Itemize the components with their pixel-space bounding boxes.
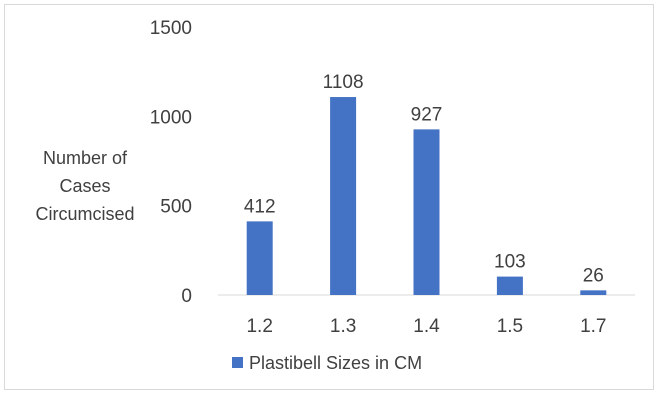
x-tick-label-1.2: 1.2 <box>246 316 272 337</box>
legend-label: Plastibell Sizes in CM <box>249 353 422 373</box>
bar-1.2 <box>246 221 273 295</box>
bar-1.7 <box>580 290 607 295</box>
data-label-1.5: 103 <box>494 252 526 273</box>
bar-1.4 <box>413 129 440 295</box>
x-tick-label-1.5: 1.5 <box>497 316 523 337</box>
legend: Plastibell Sizes in CM <box>232 353 422 373</box>
y-axis-ticks: 0 500 1000 1500 <box>150 18 192 307</box>
x-axis-ticks: 1.2 1.3 1.4 1.5 1.7 <box>246 316 606 337</box>
bar-1.5 <box>496 276 523 295</box>
bar-1.3 <box>330 97 357 296</box>
y-tick-label: 1500 <box>150 18 192 39</box>
data-label-1.2: 412 <box>244 196 276 217</box>
data-label-1.7: 26 <box>583 265 604 286</box>
y-axis-label-line-1: Number of <box>43 148 128 168</box>
data-label-1.4: 927 <box>411 104 443 125</box>
y-tick-label: 0 <box>181 286 192 307</box>
y-axis-label-line-2: Cases <box>59 176 110 196</box>
x-tick-label-1.3: 1.3 <box>330 316 356 337</box>
x-tick-label-1.4: 1.4 <box>413 316 440 337</box>
bars <box>246 97 607 296</box>
x-tick-label-1.7: 1.7 <box>580 316 606 337</box>
data-label-1.3: 1108 <box>323 72 364 93</box>
y-axis-label-line-3: Circumcised <box>35 204 134 224</box>
data-labels: 412 1108 927 103 26 <box>244 72 604 286</box>
y-tick-label: 1000 <box>150 107 192 128</box>
y-tick-label: 500 <box>160 197 192 218</box>
y-axis-label: Number of Cases Circumcised <box>35 148 134 224</box>
legend-swatch <box>232 357 243 368</box>
chart-frame <box>4 4 654 390</box>
